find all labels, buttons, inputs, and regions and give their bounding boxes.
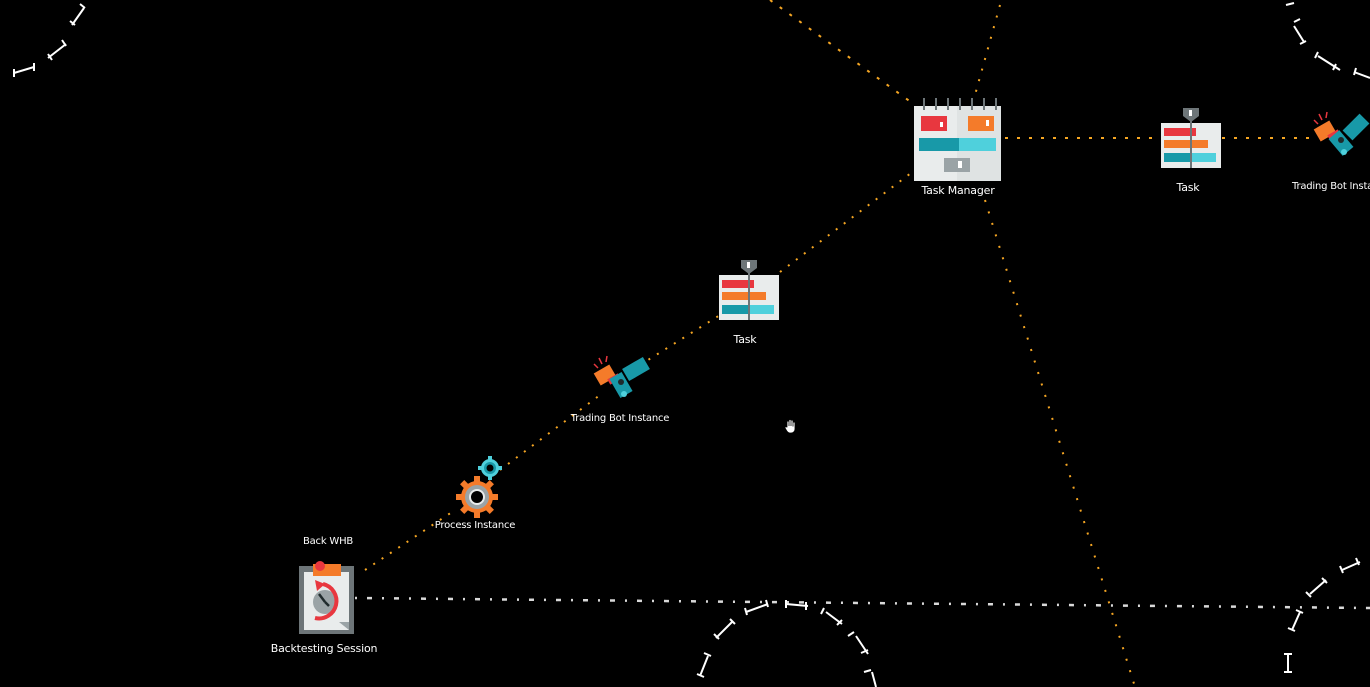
process-instance-gears-icon[interactable] [456,456,502,518]
back-whb-annotation: Back WHB [302,536,354,547]
link-process-tradingbot [499,394,601,471]
link-task-taskmanager [779,169,916,273]
link-taskmanager-top [974,4,1001,96]
trading-bot-main-label: Trading Bot Instance [570,413,670,424]
ring-arc-top-left [13,3,86,77]
trading-bot-right-label: Trading Bot Insta [1292,181,1370,192]
link-taskmanager-down [984,199,1136,687]
link-backtest-process [364,509,456,571]
ring-arc-top-right [1285,2,1370,79]
link-taskmanager-topleft [769,0,916,106]
backtesting-session-label: Backtesting Session [270,642,378,655]
link-lines [354,0,1370,687]
task-manager-label: Task Manager [921,184,995,197]
backtesting-session-icon[interactable] [299,561,354,634]
trading-bot-main-icon[interactable] [593,355,650,399]
link-tradingbot-task [639,314,721,366]
process-instance-label: Process Instance [434,520,516,531]
task-right-label: Task [1176,181,1200,194]
link-backtest-right [354,596,1370,610]
hand-cursor-icon [784,419,796,434]
task-right-icon[interactable] [1161,108,1221,168]
task-main-label: Task [733,333,757,346]
trading-bot-right-icon[interactable] [1313,111,1370,156]
ring-arc-bottom-right [1284,557,1361,673]
ring-arc-bottom-center [696,599,877,687]
task-main-icon[interactable] [719,260,779,320]
task-manager-icon[interactable] [914,98,1001,181]
